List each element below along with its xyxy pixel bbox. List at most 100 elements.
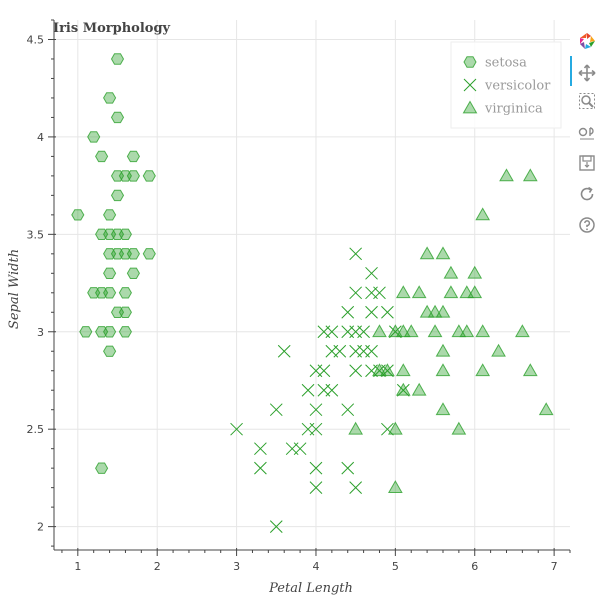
virginica-point (435, 246, 451, 260)
y-tick-label: 3.5 (27, 228, 45, 241)
x-axis-label: Petal Length (268, 581, 353, 596)
setosa-point (126, 150, 140, 163)
virginica-point (522, 168, 538, 182)
y-tick-label: 3 (37, 326, 44, 339)
virginica-point (451, 421, 467, 435)
legend-item-versicolor[interactable]: versicolor (463, 78, 551, 94)
legend-label-virginica: virginica (484, 102, 543, 117)
virginica-point (499, 168, 514, 182)
versicolor-point (349, 286, 363, 300)
virginica-point (435, 343, 451, 357)
versicolor-point (309, 481, 323, 495)
versicolor-point (333, 344, 347, 358)
box-zoom-icon[interactable] (574, 90, 600, 112)
virginica-point (403, 324, 419, 338)
versicolor-point (230, 422, 243, 436)
virginica-point (380, 363, 395, 377)
x-tick-label: 3 (233, 560, 240, 573)
setosa-point (126, 170, 140, 182)
versicolor-point (277, 344, 291, 358)
versicolor-point (309, 403, 323, 417)
legend-item-virginica[interactable]: virginica (462, 100, 544, 117)
save-icon[interactable] (574, 152, 600, 174)
help-icon[interactable] (574, 214, 600, 236)
versicolor-point (317, 364, 331, 378)
versicolor-point (254, 461, 267, 475)
virginica-point (348, 421, 364, 435)
virginica-point (411, 285, 427, 299)
legend-item-setosa[interactable]: setosa (463, 56, 527, 71)
versicolor-point (381, 364, 394, 378)
versicolor-point (341, 403, 355, 417)
versicolor-point (325, 383, 339, 397)
reset-icon[interactable] (574, 183, 600, 205)
x-tick-label: 4 (312, 560, 319, 573)
virginica-series (348, 168, 554, 494)
setosa-point (103, 345, 117, 357)
virginica-point (538, 402, 554, 416)
legend-marker-versicolor (463, 78, 477, 92)
versicolor-point (269, 520, 283, 533)
versicolor-series (230, 247, 410, 533)
virginica-point (419, 246, 435, 260)
axes: 1 2 3 4 5 6 7 2 2.5 3 3.5 4 4.5 (27, 19, 571, 573)
pan-icon[interactable] (574, 62, 600, 84)
versicolor-point (325, 325, 339, 339)
setosa-point (95, 150, 109, 163)
versicolor-point (357, 325, 370, 339)
setosa-point (103, 92, 117, 104)
setosa-point (126, 248, 140, 260)
legend-marker-setosa (463, 56, 477, 68)
setosa-point (118, 306, 132, 318)
versicolor-point (254, 442, 267, 456)
virginica-point (522, 363, 538, 377)
y-tick-label: 4.5 (27, 33, 45, 46)
x-tick-label: 6 (471, 560, 478, 573)
versicolor-point (381, 422, 394, 436)
virginica-point (395, 285, 411, 299)
versicolor-point (341, 461, 355, 475)
setosa-point (118, 287, 132, 299)
virginica-point (435, 402, 451, 416)
virginica-point (395, 363, 411, 377)
versicolor-point (293, 442, 307, 456)
setosa-point (71, 209, 85, 221)
virginica-point (467, 285, 483, 299)
virginica-point (491, 343, 506, 357)
setosa-point (118, 326, 132, 338)
versicolor-point (373, 286, 386, 300)
virginica-point (459, 324, 475, 338)
setosa-point (103, 209, 117, 221)
y-tick-label: 2 (37, 521, 44, 534)
legend-label-versicolor: versicolor (484, 79, 551, 94)
virginica-point (411, 382, 427, 396)
virginica-point (515, 324, 530, 338)
setosa-point (110, 111, 125, 124)
virginica-point (475, 324, 491, 338)
chart-title: Iris Morphology (53, 21, 171, 36)
virginica-point (372, 324, 387, 338)
virginica-point (475, 207, 491, 221)
x-tick-label: 7 (551, 560, 558, 573)
versicolor-point (389, 325, 402, 339)
virginica-point (427, 324, 443, 338)
setosa-point (103, 287, 117, 299)
virginica-point (387, 480, 403, 494)
versicolor-point (365, 305, 378, 319)
bokeh-logo-icon[interactable] (574, 30, 600, 52)
setosa-point (118, 228, 132, 240)
x-tick-label: 5 (392, 560, 399, 573)
versicolor-point (301, 383, 315, 397)
setosa-point (142, 170, 156, 182)
virginica-point (395, 382, 411, 396)
setosa-point (95, 462, 109, 474)
setosa-point (142, 248, 156, 260)
setosa-point (110, 189, 125, 202)
wheel-zoom-icon[interactable] (574, 121, 600, 143)
legend-label-setosa: setosa (485, 56, 527, 71)
data-points (71, 53, 554, 533)
versicolor-point (309, 461, 323, 475)
versicolor-point (396, 383, 410, 397)
setosa-point (103, 267, 117, 279)
